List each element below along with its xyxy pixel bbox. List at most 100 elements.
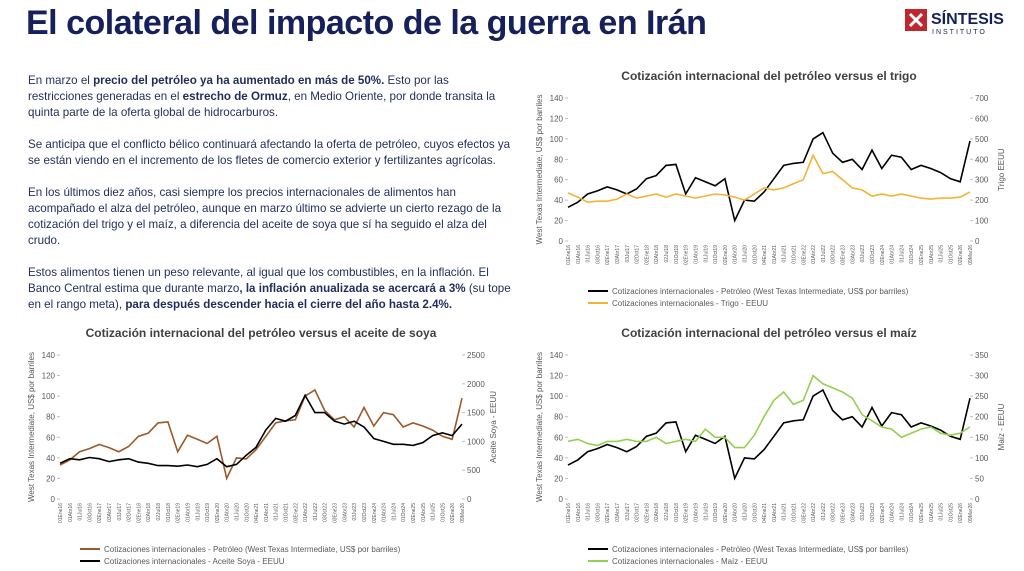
y-tick-label: 20	[554, 474, 563, 483]
y-tick-label: 80	[554, 155, 563, 164]
y-axis-label: West Texas Intermediate, US$ por barrile…	[535, 95, 544, 245]
y2-tick-label: 350	[975, 351, 989, 360]
y-tick-label: 120	[42, 372, 56, 381]
y-tick-label: 140	[42, 351, 56, 360]
y-tick-label: 40	[554, 196, 563, 205]
y-tick-label: 0	[559, 495, 564, 504]
x-tick-label: 02Ene20	[723, 503, 729, 523]
legend-label: Cotizaciones internacionales - Petróleo …	[612, 287, 909, 296]
series-line	[567, 153, 971, 204]
y2-tick-label: 0	[975, 237, 980, 246]
x-tick-label: 03Ene23	[841, 503, 847, 523]
x-tick-label: 03Jul23	[860, 503, 866, 521]
y2-tick-label: 500	[467, 466, 481, 475]
x-tick-label: 01Oct18	[166, 503, 172, 522]
x-tick-label: 02Jul18	[156, 503, 162, 521]
y-tick-label: 120	[550, 372, 564, 381]
text: , en Medio Oriente, por donde transita l…	[28, 90, 496, 119]
x-tick-label: 01Jul20	[234, 503, 240, 521]
x-tick-label: 03Oct16	[595, 245, 601, 264]
x-tick-label: 01Abr22	[811, 245, 817, 264]
x-tick-label: 01Jul19	[703, 503, 709, 521]
x-tick-label: 01Jul21	[782, 245, 788, 263]
x-tick-label: 02Jul18	[664, 503, 670, 521]
x-tick-label: 01Jul19	[703, 245, 709, 263]
x-tick-label: 01Abr19	[693, 245, 699, 264]
x-tick-label: 02Oct23	[870, 245, 876, 264]
y2-tick-label: 250	[975, 392, 989, 401]
x-tick-label: 01Jul16	[78, 503, 84, 521]
x-tick-label: 02Ene17	[605, 245, 611, 265]
x-tick-label: 02Ene17	[97, 503, 103, 523]
x-tick-label: 01Oct25	[440, 503, 446, 522]
x-tick-label: 01Abr21	[772, 503, 778, 522]
y2-tick-label: 700	[975, 94, 989, 103]
x-tick-label: 01Jul22	[313, 503, 319, 521]
x-tick-label: 01Oct20	[752, 245, 758, 264]
x-tick-label: 09Mar26	[968, 245, 974, 265]
y-tick-label: 100	[550, 135, 564, 144]
x-tick-label: 01Jul25	[431, 503, 437, 521]
y2-tick-label: 100	[975, 217, 989, 226]
x-tick-label: 02Ene25	[411, 503, 417, 523]
x-tick-label: 02Ene20	[723, 245, 729, 265]
x-tick-label: 02Ene24	[372, 503, 378, 523]
x-tick-label: 01Abr24	[382, 503, 388, 522]
y-tick-label: 20	[554, 217, 563, 226]
x-tick-label: 01Abr16	[576, 503, 582, 522]
x-tick-label: 01Abr16	[576, 245, 582, 264]
y-tick-label: 20	[46, 474, 55, 483]
paragraph: En los últimos diez años, casi siempre l…	[28, 185, 513, 249]
paragraph: Estos alimentos tienen un peso relevante…	[28, 265, 513, 313]
y-tick-label: 0	[51, 495, 56, 504]
x-tick-label: 01Abr25	[929, 245, 935, 264]
y2-tick-label: 2000	[467, 380, 485, 389]
y-tick-label: 60	[554, 176, 563, 185]
body-text: En marzo el precio del petróleo ya ha au…	[28, 73, 513, 329]
chart-title: Cotización internacional del petróleo ve…	[86, 326, 437, 340]
x-tick-label: 02Oct17	[635, 245, 641, 264]
x-tick-label: 04Ene21	[762, 503, 768, 523]
y2-tick-label: 400	[975, 155, 989, 164]
x-tick-label: 02Jul18	[664, 245, 670, 263]
x-tick-label: 03Ene22	[801, 245, 807, 265]
y-tick-label: 40	[46, 454, 55, 463]
x-tick-label: 01Oct20	[244, 503, 250, 522]
x-tick-label: 03Jul17	[625, 503, 631, 521]
x-tick-label: 03Abr17	[107, 503, 113, 522]
x-tick-label: 01Abr25	[929, 503, 935, 522]
x-tick-label: 02Ene18	[644, 245, 650, 265]
x-tick-label: 01Jul16	[586, 245, 592, 263]
x-tick-label: 03Ene22	[293, 503, 299, 523]
x-tick-label: 03Abr17	[615, 245, 621, 264]
x-tick-label: 02Ene26	[958, 503, 964, 523]
series-line	[59, 393, 463, 468]
y2-tick-label: 200	[975, 413, 989, 422]
x-tick-label: 02Ene25	[919, 503, 925, 523]
x-tick-label: 03Abr23	[850, 503, 856, 522]
x-tick-label: 01Oct25	[948, 245, 954, 264]
y-tick-label: 100	[42, 392, 56, 401]
y-tick-label: 80	[46, 413, 55, 422]
x-tick-label: 02Ene24	[880, 503, 886, 523]
legend-label: Cotizaciones internacionales - Maíz - EE…	[612, 557, 768, 566]
x-tick-label: 01Oct18	[674, 245, 680, 264]
y-tick-label: 60	[554, 433, 563, 442]
series-line	[59, 388, 463, 481]
x-tick-label: 03Oct22	[831, 245, 837, 264]
y2-axis-label: Maíz - EEUU	[997, 403, 1006, 450]
x-tick-label: 01Oct25	[948, 503, 954, 522]
x-tick-label: 02Ene24	[880, 245, 886, 265]
x-tick-label: 01Abr24	[890, 503, 896, 522]
x-tick-label: 01Oct21	[284, 503, 290, 522]
bold-text: precio del petróleo ya ha aumentado en m…	[93, 74, 385, 87]
x-tick-label: 02Ene19	[684, 245, 690, 265]
legend-label: Cotizaciones internacionales - Petróleo …	[104, 545, 401, 554]
x-tick-label: 09Mar26	[460, 503, 466, 523]
x-tick-label: 02Oct23	[362, 503, 368, 522]
text: Se anticipa que el conflicto bélico cont…	[28, 138, 511, 167]
chart-title: Cotización internacional del petróleo ve…	[621, 326, 916, 340]
y2-axis-label: Trigo EEUU	[997, 148, 1006, 191]
x-tick-label: 01Oct24	[909, 503, 915, 522]
